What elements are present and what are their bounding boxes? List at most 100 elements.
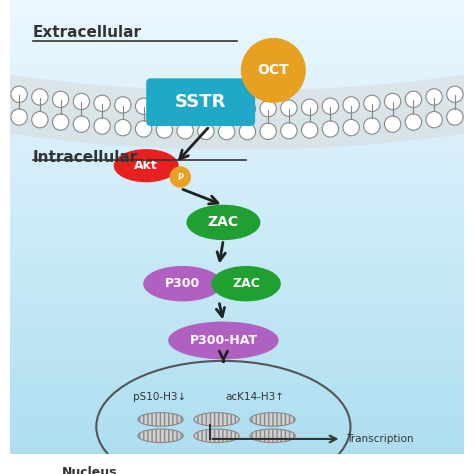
FancyBboxPatch shape	[146, 78, 255, 126]
Bar	[10, 46, 464, 50]
Bar	[10, 177, 464, 182]
Bar	[10, 391, 464, 395]
Bar	[10, 27, 464, 32]
Circle shape	[384, 93, 401, 109]
Polygon shape	[10, 75, 464, 150]
Bar	[10, 104, 464, 109]
Bar	[10, 359, 464, 363]
Ellipse shape	[138, 429, 183, 443]
Text: Akt: Akt	[134, 159, 158, 172]
Bar	[10, 195, 464, 200]
Bar	[10, 9, 464, 14]
Circle shape	[343, 97, 359, 113]
Circle shape	[177, 123, 193, 139]
Ellipse shape	[194, 413, 239, 426]
Bar	[10, 259, 464, 263]
Circle shape	[73, 93, 90, 109]
Bar	[10, 241, 464, 245]
Text: ZAC: ZAC	[208, 215, 239, 229]
Bar	[10, 182, 464, 186]
Bar	[10, 254, 464, 259]
Bar	[10, 0, 464, 5]
Circle shape	[364, 118, 380, 134]
Bar	[10, 404, 464, 409]
Bar	[10, 186, 464, 191]
Ellipse shape	[114, 150, 178, 182]
Bar	[10, 418, 464, 422]
Circle shape	[156, 99, 173, 116]
Bar	[10, 159, 464, 164]
Bar	[10, 123, 464, 127]
Text: Transcription: Transcription	[346, 434, 413, 444]
Ellipse shape	[250, 413, 295, 426]
Circle shape	[219, 123, 235, 140]
Bar	[10, 336, 464, 340]
Bar	[10, 127, 464, 132]
Bar	[10, 14, 464, 18]
Bar	[10, 86, 464, 91]
Bar	[10, 427, 464, 431]
Bar	[10, 41, 464, 46]
Bar	[10, 440, 464, 445]
Circle shape	[219, 101, 235, 117]
Bar	[10, 349, 464, 354]
Circle shape	[94, 95, 110, 111]
Circle shape	[32, 111, 48, 128]
Circle shape	[260, 123, 276, 139]
Bar	[10, 400, 464, 404]
Bar	[10, 368, 464, 372]
Circle shape	[136, 98, 152, 114]
Circle shape	[281, 123, 297, 139]
Bar	[10, 381, 464, 386]
Circle shape	[242, 38, 305, 102]
Bar	[10, 213, 464, 218]
Bar	[10, 150, 464, 155]
Circle shape	[364, 95, 380, 111]
Bar	[10, 431, 464, 436]
Text: Intracellular: Intracellular	[33, 150, 138, 165]
Bar	[10, 200, 464, 204]
Bar	[10, 118, 464, 123]
Circle shape	[281, 100, 297, 116]
Circle shape	[447, 109, 463, 125]
Circle shape	[343, 119, 359, 136]
Bar	[10, 236, 464, 241]
Text: ZAC: ZAC	[232, 277, 260, 290]
Text: P300: P300	[165, 277, 200, 290]
Text: P: P	[177, 173, 183, 182]
Bar	[10, 59, 464, 64]
Circle shape	[136, 121, 152, 137]
Bar	[10, 277, 464, 282]
Bar	[10, 309, 464, 313]
Bar	[10, 250, 464, 254]
Circle shape	[301, 122, 318, 138]
Circle shape	[73, 116, 90, 132]
Bar	[10, 164, 464, 168]
Bar	[10, 18, 464, 23]
Ellipse shape	[138, 413, 183, 426]
Bar	[10, 222, 464, 227]
Bar	[10, 377, 464, 381]
Bar	[10, 173, 464, 177]
Bar	[10, 132, 464, 136]
Text: P300-HAT: P300-HAT	[190, 334, 257, 347]
Circle shape	[405, 114, 421, 130]
Ellipse shape	[212, 267, 280, 301]
Circle shape	[156, 122, 173, 138]
Ellipse shape	[187, 205, 260, 239]
Text: acK14-H3↑: acK14-H3↑	[226, 392, 285, 402]
Bar	[10, 204, 464, 209]
Bar	[10, 345, 464, 349]
Bar	[10, 218, 464, 222]
Bar	[10, 386, 464, 391]
Circle shape	[426, 89, 442, 105]
Bar	[10, 145, 464, 150]
Circle shape	[384, 116, 401, 132]
Bar	[10, 300, 464, 304]
Bar	[10, 155, 464, 159]
Bar	[10, 55, 464, 59]
Bar	[10, 263, 464, 268]
Bar	[10, 363, 464, 368]
Bar	[10, 445, 464, 449]
Bar	[10, 23, 464, 27]
